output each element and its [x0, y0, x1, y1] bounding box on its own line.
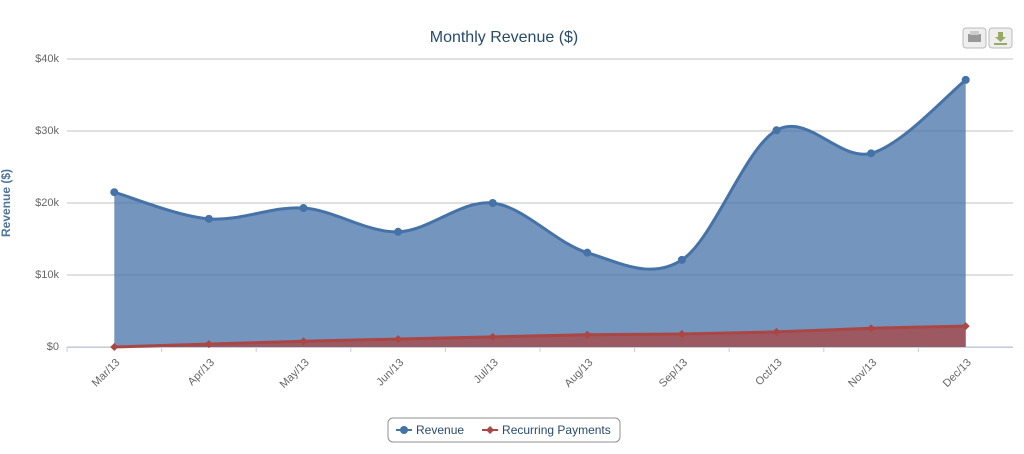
point: [110, 343, 119, 351]
legend-box: [387, 417, 621, 443]
print-button[interactable]: [962, 27, 987, 49]
x-tick-label: Dec/13: [941, 357, 974, 390]
x-tick-label: Jun/13: [374, 357, 406, 389]
point: [583, 330, 592, 339]
point: [488, 332, 497, 341]
point: [867, 324, 876, 333]
point: [204, 340, 213, 349]
line: [114, 324, 966, 349]
area-fill: [114, 79, 966, 347]
x-tick-label: Sep/13: [657, 357, 690, 390]
point: [299, 204, 308, 213]
point: [677, 330, 686, 339]
export-button[interactable]: [988, 27, 1013, 49]
y-tick-label: $0: [47, 341, 59, 353]
y-tick-label: $10k: [35, 269, 59, 281]
point: [394, 335, 403, 344]
point: [867, 149, 876, 158]
point: [961, 75, 970, 84]
y-tick-label: $40k: [35, 53, 59, 65]
point: [110, 188, 119, 197]
legend-label: Recurring Payments: [502, 423, 611, 437]
legend-marker: [400, 426, 408, 434]
x-tick-label: Jul/13: [472, 357, 501, 386]
point: [961, 322, 970, 331]
x-tick-label: May/13: [278, 357, 312, 391]
point: [204, 214, 213, 223]
y-tick-label: $30k: [35, 125, 59, 137]
x-tick-label: Mar/13: [90, 357, 123, 390]
x-tick-label: Aug/13: [562, 357, 595, 390]
point: [677, 255, 686, 264]
legend-item[interactable]: Revenue: [396, 423, 464, 437]
legend-marker: [486, 426, 495, 434]
x-tick-label: Apr/13: [186, 357, 217, 388]
legend-item[interactable]: Recurring Payments: [482, 423, 611, 437]
y-axis-label: Revenue ($): [0, 169, 13, 237]
x-tick-label: Oct/13: [753, 357, 784, 388]
point: [488, 199, 497, 207]
point: [583, 248, 592, 257]
point: [299, 337, 308, 346]
point: [394, 227, 403, 236]
point: [772, 126, 781, 135]
chart-title: Monthly Revenue ($): [430, 29, 579, 46]
point: [772, 327, 781, 336]
line: [113, 78, 967, 271]
y-tick-label: $20k: [35, 197, 59, 209]
legend-label: Revenue: [416, 423, 464, 437]
x-tick-label: Nov/13: [846, 357, 879, 390]
